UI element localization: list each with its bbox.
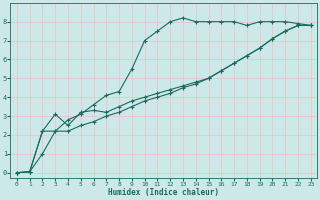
X-axis label: Humidex (Indice chaleur): Humidex (Indice chaleur): [108, 188, 220, 197]
